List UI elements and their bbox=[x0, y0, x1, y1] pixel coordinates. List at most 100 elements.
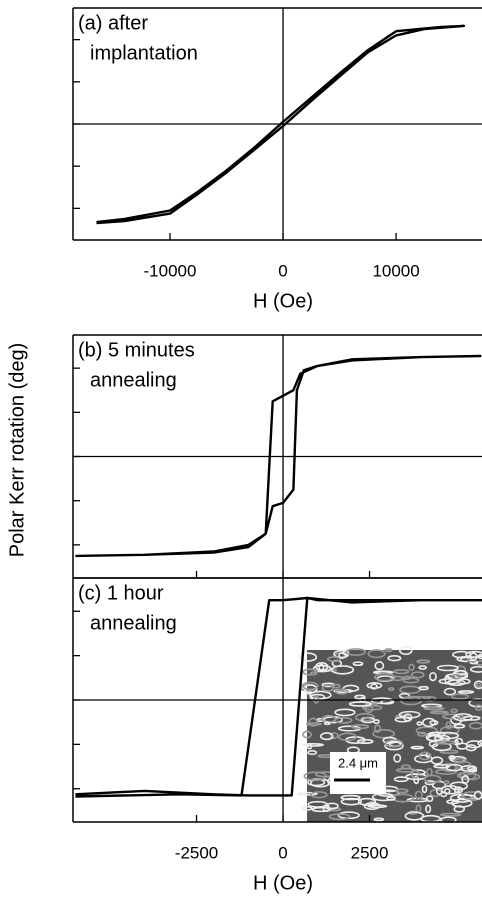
inset-texture bbox=[423, 774, 442, 784]
inset-texture bbox=[387, 687, 395, 691]
inset-texture bbox=[461, 774, 470, 784]
inset-texture bbox=[393, 669, 410, 675]
inset-texture bbox=[325, 802, 339, 810]
inset-texture bbox=[307, 749, 318, 756]
inset-texture bbox=[445, 763, 464, 772]
inset-texture bbox=[442, 713, 464, 720]
inset-texture bbox=[421, 785, 428, 794]
inset-texture bbox=[433, 763, 451, 769]
inset-texture bbox=[342, 649, 350, 656]
inset-texture bbox=[465, 650, 482, 658]
inset-texture bbox=[453, 786, 464, 794]
inset-texture bbox=[402, 677, 420, 684]
inset-texture bbox=[398, 710, 421, 719]
inset-texture bbox=[338, 732, 358, 742]
inset-texture bbox=[327, 656, 342, 663]
inset-texture bbox=[308, 717, 318, 727]
inset-texture bbox=[425, 804, 432, 814]
inset-texture bbox=[374, 661, 385, 671]
inset-texture bbox=[469, 652, 478, 662]
inset-texture bbox=[421, 717, 436, 728]
inset-texture bbox=[473, 680, 482, 690]
inset-texture bbox=[436, 664, 459, 672]
inset-texture bbox=[453, 757, 467, 764]
inset-texture bbox=[395, 788, 409, 794]
x-axis-label: H (Oe) bbox=[253, 290, 313, 312]
inset-texture bbox=[306, 742, 313, 750]
inset-texture bbox=[384, 739, 404, 748]
inset-texture bbox=[350, 724, 370, 730]
inset-texture bbox=[345, 648, 366, 656]
inset-texture bbox=[469, 665, 482, 673]
panel-annotation: (b) 5 minutes bbox=[78, 339, 195, 361]
inset-texture bbox=[454, 737, 464, 745]
inset-texture bbox=[417, 731, 427, 737]
inset-texture bbox=[435, 731, 460, 740]
inset-texture bbox=[312, 664, 332, 673]
inset-image bbox=[296, 646, 482, 824]
inset-texture bbox=[315, 662, 329, 672]
inset-texture bbox=[458, 771, 477, 781]
inset-texture bbox=[340, 794, 361, 801]
inset-texture bbox=[443, 687, 457, 696]
inset-texture bbox=[301, 805, 313, 811]
inset-texture bbox=[408, 663, 415, 671]
panel-annotation: annealing bbox=[90, 369, 177, 391]
panel-annotation: annealing bbox=[90, 612, 177, 634]
x-tick-label: 10000 bbox=[372, 261, 419, 280]
loop-line bbox=[96, 24, 466, 225]
inset-texture bbox=[450, 693, 469, 700]
inset-texture bbox=[334, 716, 353, 724]
panel-annotation: (a) after bbox=[78, 12, 148, 34]
inset-texture bbox=[423, 706, 445, 711]
inset-texture bbox=[422, 696, 437, 702]
inset-texture bbox=[395, 767, 417, 773]
inset-texture bbox=[310, 791, 328, 799]
inset-texture bbox=[452, 650, 472, 659]
inset-texture bbox=[418, 665, 427, 670]
inset-texture bbox=[414, 790, 423, 801]
inset-texture bbox=[334, 708, 356, 717]
inset-texture bbox=[373, 724, 382, 734]
inset-texture bbox=[348, 701, 372, 707]
y-axis-label: Polar Kerr rotation (deg) bbox=[6, 343, 28, 558]
x-tick-label: 0 bbox=[278, 843, 287, 862]
inset-texture bbox=[410, 671, 425, 679]
inset-texture bbox=[450, 673, 462, 680]
inset-texture bbox=[435, 740, 458, 745]
inset-texture bbox=[443, 780, 450, 785]
inset-texture bbox=[443, 787, 451, 795]
inset-texture bbox=[445, 721, 452, 730]
inset-texture bbox=[311, 806, 332, 813]
inset-texture bbox=[425, 795, 434, 803]
inset-texture bbox=[334, 688, 349, 695]
inset-texture bbox=[435, 787, 443, 796]
inset-texture bbox=[384, 648, 393, 653]
inset-texture bbox=[439, 812, 462, 817]
loop-line bbox=[75, 596, 482, 798]
inset-texture bbox=[446, 799, 460, 805]
inset-texture bbox=[416, 721, 423, 726]
loop-line bbox=[75, 354, 482, 558]
inset-texture bbox=[302, 730, 313, 739]
inset-texture bbox=[357, 797, 377, 806]
x-tick-label: -2500 bbox=[175, 843, 218, 862]
inset-texture bbox=[461, 791, 482, 801]
inset-scale-label: 2.4 μm bbox=[338, 755, 378, 770]
x-tick-label: 2500 bbox=[351, 843, 389, 862]
inset-texture bbox=[467, 765, 476, 772]
x-axis-label: H (Oe) bbox=[253, 872, 313, 894]
inset-texture bbox=[367, 649, 386, 659]
inset-texture bbox=[440, 816, 457, 824]
inset-texture bbox=[448, 755, 456, 761]
inset-texture bbox=[450, 708, 458, 714]
inset-texture bbox=[366, 682, 383, 689]
inset-texture bbox=[434, 768, 458, 775]
inset-texture bbox=[296, 791, 318, 796]
inset-texture bbox=[475, 682, 482, 688]
inset-texture bbox=[305, 722, 323, 726]
inset-texture bbox=[453, 723, 466, 729]
inset-texture bbox=[418, 685, 429, 691]
inset-texture bbox=[426, 767, 433, 777]
inset-texture bbox=[386, 796, 396, 801]
